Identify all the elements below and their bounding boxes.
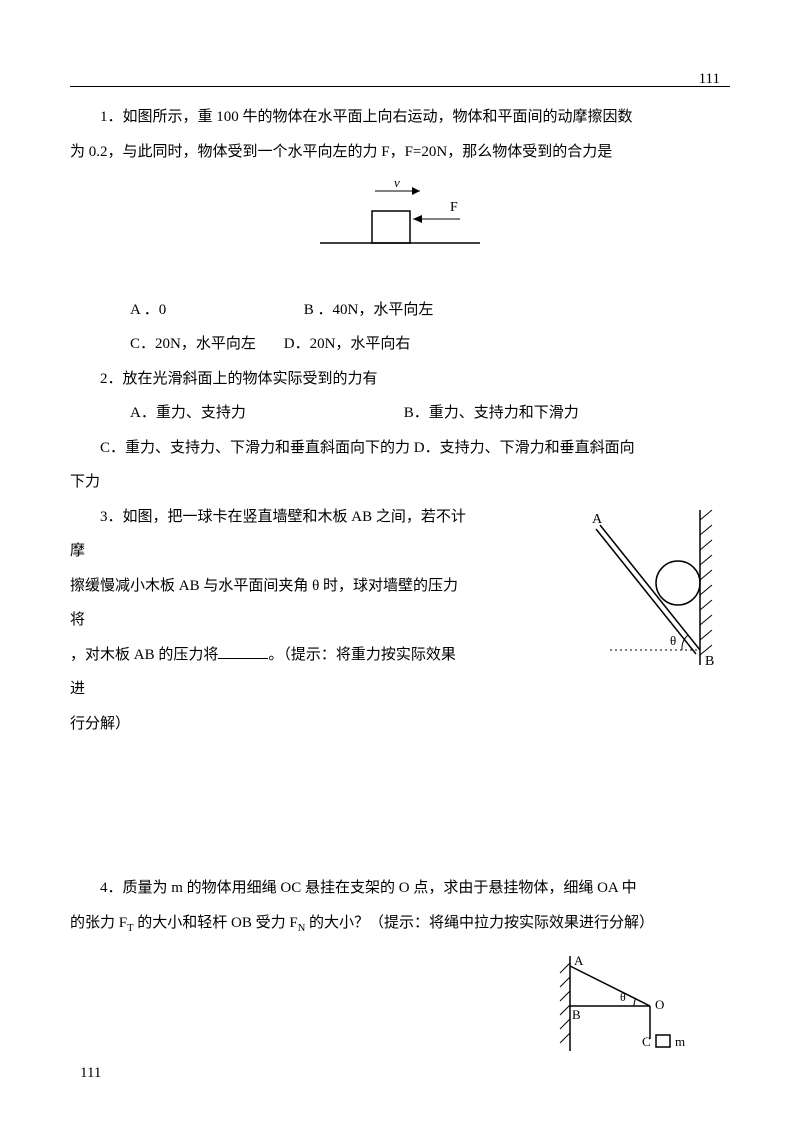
q3-theta: θ <box>670 633 676 648</box>
page-number-top: 111 <box>699 62 720 97</box>
v-label: v <box>394 179 400 190</box>
q3-figure: θ A B <box>570 505 730 689</box>
q1-figure: v F <box>70 179 730 283</box>
q4-O: O <box>655 997 664 1012</box>
q1-options-ab: A ．0 B ．40N，水平向左 <box>70 293 730 328</box>
q3-text: 3．如图，把一球卡在竖直墙壁和木板 AB 之间，若不计摩 擦缓慢减小木板 AB … <box>70 500 470 742</box>
q3-l4: 行分解） <box>70 707 470 742</box>
q4-C: C <box>642 1034 651 1049</box>
q3-l2: 擦缓慢减小木板 AB 与水平面间夹角 θ 时，球对墙壁的压力将 <box>70 569 470 638</box>
q4-A: A <box>574 953 584 968</box>
q2-opt-c-cont: 下力 <box>70 465 730 500</box>
header-rule <box>70 86 730 87</box>
q2-opt-c: C．重力、支持力、下滑力和垂直斜面向下的力 D．支持力、下滑力和垂直斜面向 <box>70 431 730 466</box>
q4-theta: θ <box>620 990 626 1004</box>
q4-l2: 的张力 FT 的大小和轻杆 OB 受力 FN 的大小？（提示：将绳中拉力按实际效… <box>70 906 730 941</box>
f-label: F <box>450 200 458 215</box>
q2-options-ab: A．重力、支持力 B．重力、支持力和下滑力 <box>70 396 730 431</box>
q4-m: m <box>675 1034 685 1049</box>
q3-A: A <box>592 512 603 527</box>
main-content: 1．如图所示，重 100 牛的物体在水平面上向右运动，物体和平面间的动摩擦因数 … <box>70 100 730 941</box>
spacer <box>70 741 730 871</box>
page-number-bottom: 111 <box>80 1056 101 1091</box>
q2-opt-a: A．重力、支持力 <box>100 396 400 431</box>
q1-line2: 为 0.2，与此同时，物体受到一个水平向左的力 F，F=20N，那么物体受到的合… <box>70 135 730 170</box>
q2-stem: 2．放在光滑斜面上的物体实际受到的力有 <box>70 362 730 397</box>
q1-opt-a: A ．0 <box>100 293 300 328</box>
q4-figure: θ A B O C m <box>550 951 700 1085</box>
q1-opt-c: C．20N，水平向左 <box>100 327 280 362</box>
q1-opt-b: B ．40N，水平向左 <box>304 302 434 318</box>
q4-l1: 4．质量为 m 的物体用细绳 OC 悬挂在支架的 O 点，求由于悬挂物体，细绳 … <box>70 871 730 906</box>
q2-opt-b: B．重力、支持力和下滑力 <box>404 405 579 421</box>
q3-block: 3．如图，把一球卡在竖直墙壁和木板 AB 之间，若不计摩 擦缓慢减小木板 AB … <box>70 500 730 742</box>
q3-l3: ，对木板 AB 的压力将。（提示：将重力按实际效果进 <box>70 638 470 707</box>
q3-blank <box>218 644 268 659</box>
q1-line1: 1．如图所示，重 100 牛的物体在水平面上向右运动，物体和平面间的动摩擦因数 <box>70 100 730 135</box>
q3-l1: 3．如图，把一球卡在竖直墙壁和木板 AB 之间，若不计摩 <box>70 500 470 569</box>
q1-options-cd: C．20N，水平向左 D．20N，水平向右 <box>70 327 730 362</box>
q4-B: B <box>572 1007 581 1022</box>
q1-opt-d: D．20N，水平向右 <box>284 336 411 352</box>
q3-B: B <box>705 654 714 669</box>
